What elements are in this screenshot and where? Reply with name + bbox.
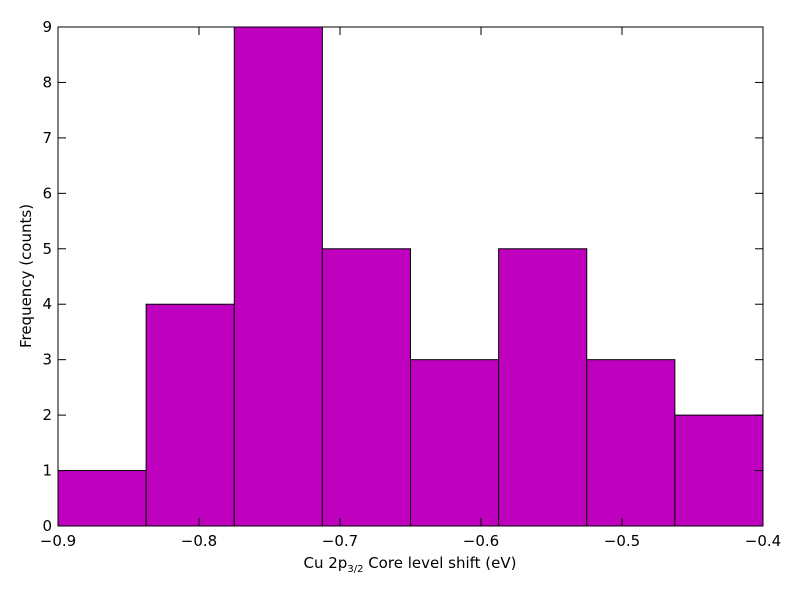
histogram-bar — [586, 359, 676, 527]
x-axis-label-subscript: 3/2 — [347, 564, 363, 575]
y-tick-label: 8 — [42, 73, 52, 91]
y-tick-label: 4 — [42, 295, 52, 313]
axes-frame — [57, 26, 764, 527]
x-tick-label: −0.5 — [604, 532, 640, 550]
y-tick-label: 0 — [42, 517, 52, 535]
histogram-bar — [410, 359, 500, 527]
histogram-bar — [57, 470, 147, 527]
x-tick-labels: −0.9 −0.8 −0.7 −0.6 −0.5 −0.4 — [40, 532, 781, 550]
y-axis-label: Frequency (counts) — [17, 204, 35, 348]
y-tick-label: 2 — [42, 406, 52, 424]
x-tick-label: −0.7 — [322, 532, 358, 550]
y-tick-label: 9 — [42, 18, 52, 36]
x-tick-label: −0.9 — [40, 532, 76, 550]
histogram-bar — [145, 303, 235, 527]
y-tick-label: 6 — [42, 184, 52, 202]
x-axis-label-suffix: Core level shift (eV) — [363, 554, 516, 572]
histogram-bar — [674, 414, 764, 527]
bars-group — [57, 26, 764, 527]
x-tick-label: −0.4 — [745, 532, 781, 550]
y-tick-label: 7 — [42, 129, 52, 147]
y-tick-label: 5 — [42, 240, 52, 258]
histogram-bar — [233, 26, 323, 527]
histogram-bar — [321, 248, 411, 527]
x-tick-label: −0.8 — [181, 532, 217, 550]
y-tick-labels: 0 1 2 3 4 5 6 7 8 9 — [42, 18, 52, 535]
y-tick-label: 3 — [42, 351, 52, 369]
y-tick-label: 1 — [42, 462, 52, 480]
x-axis-label: Cu 2p3/2 Core level shift (eV) — [304, 554, 517, 575]
x-axis-label-prefix: Cu 2p — [304, 554, 348, 572]
x-tick-label: −0.6 — [463, 532, 499, 550]
histogram-bar — [498, 248, 588, 527]
